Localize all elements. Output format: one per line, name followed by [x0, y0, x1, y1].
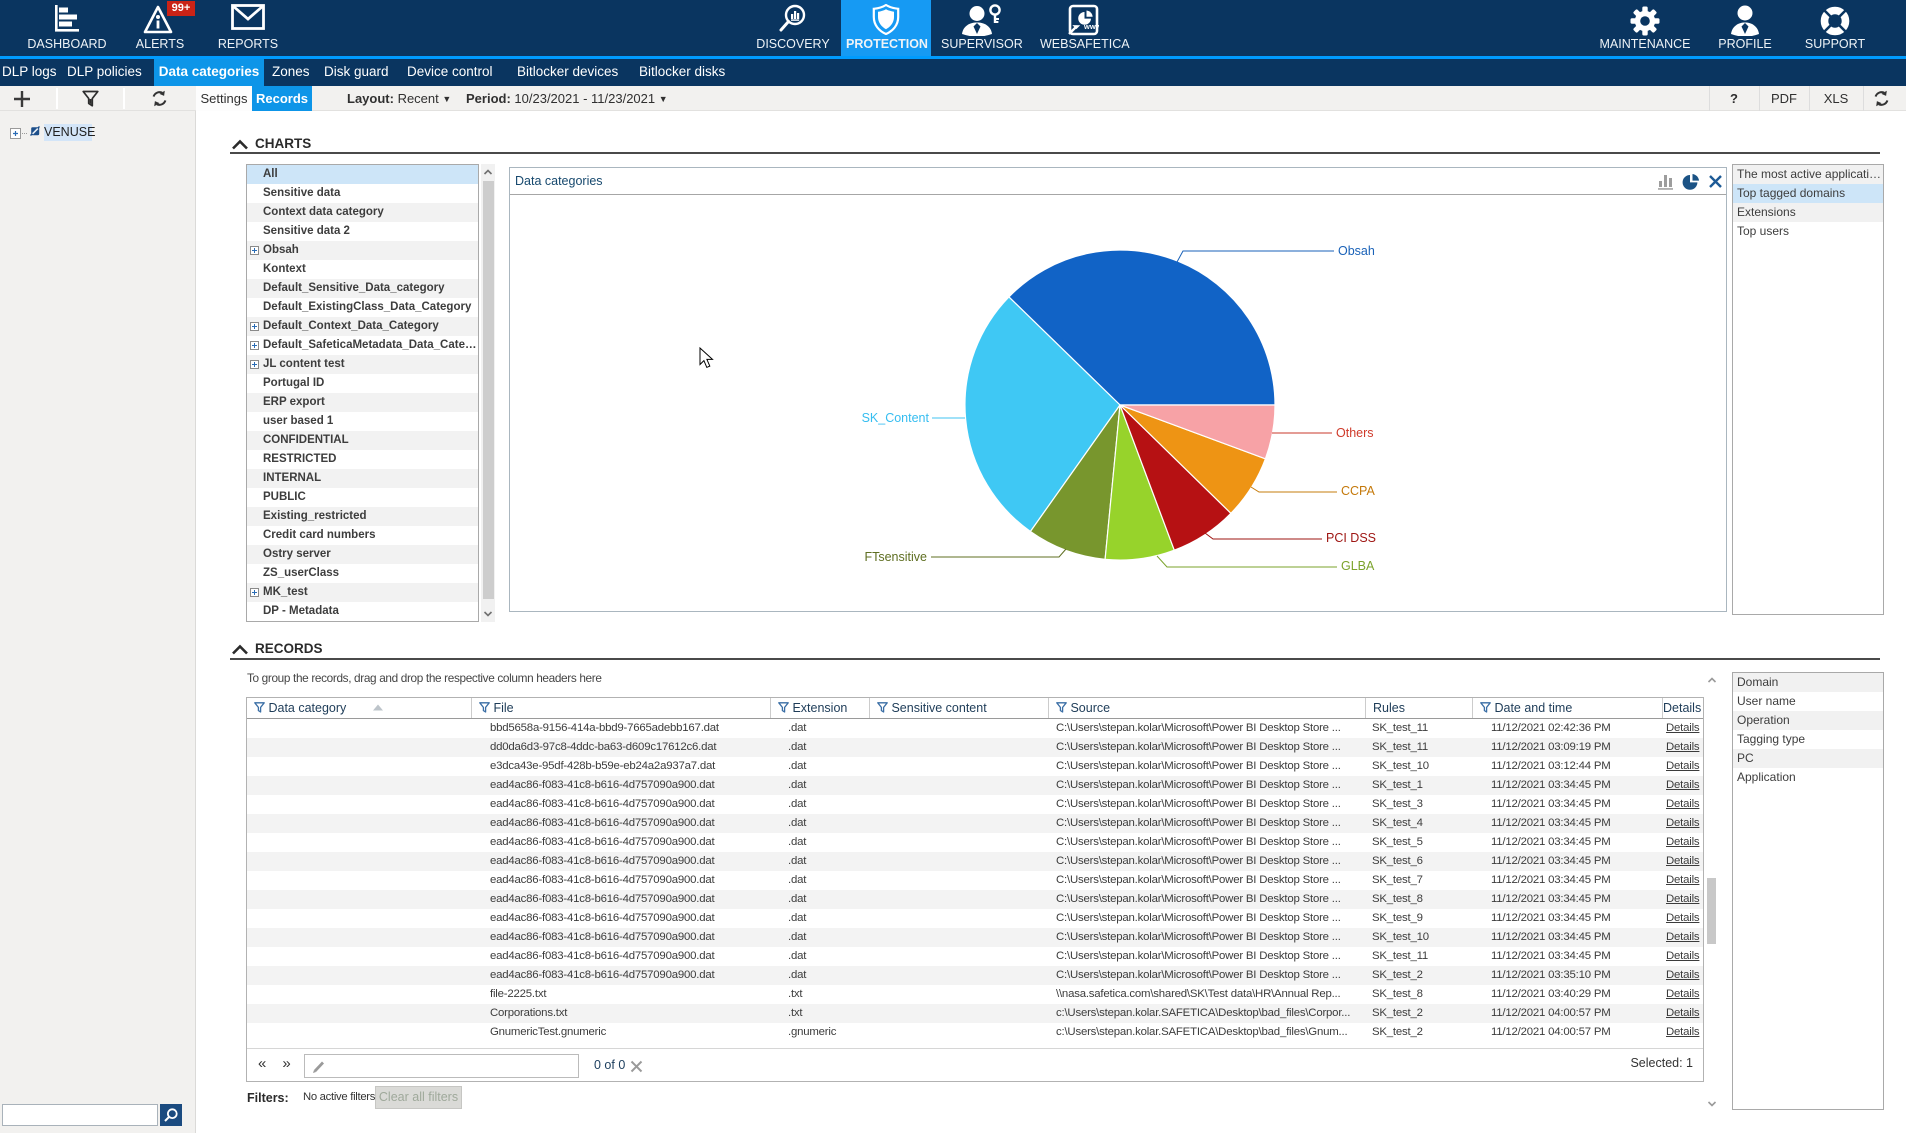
- svg-text:SK_Content: SK_Content: [862, 411, 930, 425]
- svg-text:PCI DSS: PCI DSS: [1326, 531, 1376, 545]
- svg-text:FTsensitive: FTsensitive: [864, 550, 927, 564]
- svg-text:Obsah: Obsah: [1338, 244, 1375, 258]
- svg-text:CCPA: CCPA: [1341, 484, 1375, 498]
- svg-text:Others: Others: [1336, 426, 1374, 440]
- svg-text:www: www: [1083, 22, 1099, 31]
- svg-text:GLBA: GLBA: [1341, 559, 1375, 573]
